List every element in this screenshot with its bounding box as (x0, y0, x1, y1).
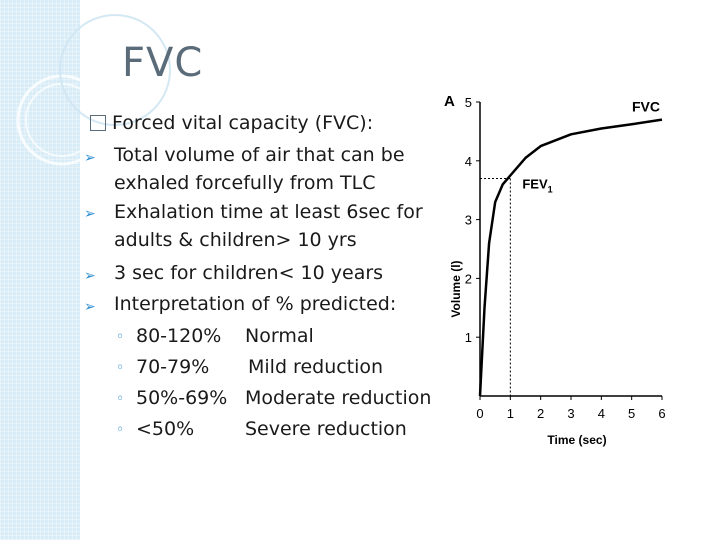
x-tick-label: 6 (658, 406, 665, 421)
y-tick-label: 3 (465, 213, 472, 228)
subbullet-meaning: Normal (245, 325, 314, 347)
panel-label: A (444, 93, 455, 110)
slide-sidebar-band (0, 0, 80, 540)
subbullet-range: 80-120% (136, 325, 222, 347)
bullet-3-line-1: 3 sec for children< 10 years (114, 262, 384, 284)
subbullet-range: <50% (136, 418, 195, 440)
unknown-glyph-box-icon (90, 115, 106, 131)
arrow-bullet-icon: ➢ (84, 150, 96, 166)
ring-bullet-icon: ◦ (116, 360, 125, 376)
volume-time-curve (478, 118, 663, 397)
ring-bullet-icon: ◦ (116, 422, 125, 438)
x-axis-label: Time (sec) (547, 433, 606, 447)
fvc-annotation: FVC (632, 99, 660, 115)
x-tick-label: 3 (567, 406, 574, 421)
subbullet-meaning: Moderate reduction (245, 387, 432, 409)
x-tick-label: 5 (628, 406, 635, 421)
x-tick-label: 4 (598, 406, 605, 421)
subbullet-meaning: Severe reduction (245, 418, 407, 440)
arrow-bullet-icon: ➢ (84, 206, 96, 222)
bullet-2-line-2: adults & children> 10 yrs (114, 229, 357, 251)
slide-title: FVC (122, 40, 204, 86)
bullet-1-line-1: Total volume of air that can be (114, 144, 405, 166)
ring-bullet-icon: ◦ (116, 391, 125, 407)
bullet-1-line-2: exhaled forcefully from TLC (114, 172, 376, 194)
subbullet-meaning: Mild reduction (248, 356, 384, 378)
ring-bullet-icon: ◦ (116, 329, 125, 345)
x-tick-label: 2 (537, 406, 544, 421)
subbullet-range: 70-79% (136, 356, 210, 378)
fev1-annotation: FEV1 (522, 176, 552, 194)
bullet-2-line-1: Exhalation time at least 6sec for (114, 201, 423, 223)
bullet-4-line-1: Interpretation of % predicted: (114, 293, 397, 315)
arrow-bullet-icon: ➢ (84, 268, 96, 284)
y-tick-label: 4 (465, 154, 472, 169)
x-tick-label: 1 (507, 406, 514, 421)
header-item: Forced vital capacity (FVC): (90, 112, 373, 134)
y-tick-label: 2 (465, 271, 472, 286)
fev1-annotation-subscript: 1 (548, 184, 553, 194)
x-tick-label: 0 (476, 406, 483, 421)
subbullet-range: 50%-69% (136, 387, 228, 409)
y-tick-label: 1 (465, 330, 472, 345)
header-item-text: Forced vital capacity (FVC): (112, 112, 374, 134)
fev1-annotation-base: FEV (522, 176, 548, 191)
y-axis-label: Volume (l) (449, 260, 463, 317)
arrow-bullet-icon: ➢ (84, 299, 96, 315)
y-tick-label: 5 (465, 95, 472, 110)
